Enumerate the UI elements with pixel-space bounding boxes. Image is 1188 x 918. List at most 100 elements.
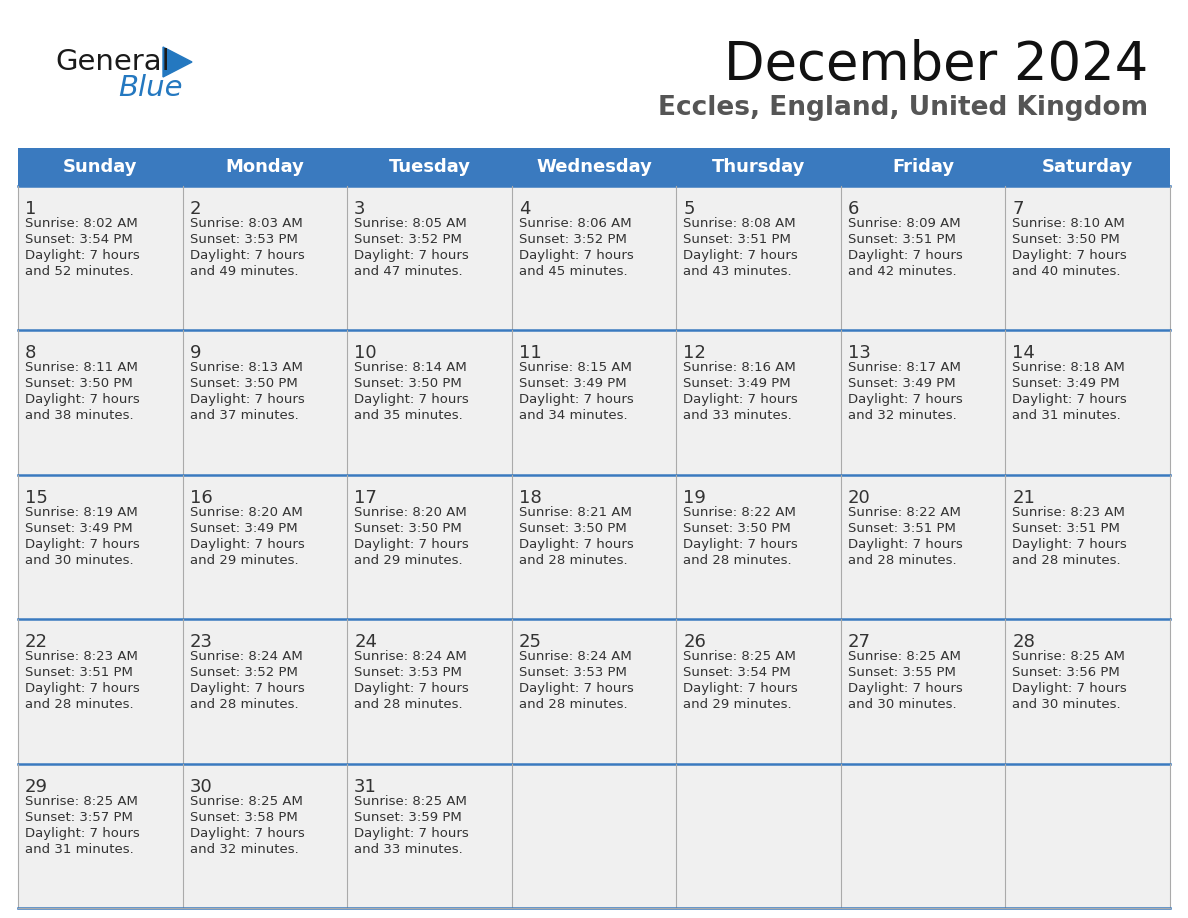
Text: Daylight: 7 hours: Daylight: 7 hours: [519, 394, 633, 407]
Text: Sunrise: 8:22 AM: Sunrise: 8:22 AM: [848, 506, 961, 519]
Text: Sunrise: 8:20 AM: Sunrise: 8:20 AM: [354, 506, 467, 519]
Text: and 28 minutes.: and 28 minutes.: [683, 554, 792, 566]
Text: Sunrise: 8:14 AM: Sunrise: 8:14 AM: [354, 362, 467, 375]
Text: 4: 4: [519, 200, 530, 218]
Text: and 29 minutes.: and 29 minutes.: [683, 699, 792, 711]
Text: and 30 minutes.: and 30 minutes.: [848, 699, 956, 711]
Text: and 31 minutes.: and 31 minutes.: [25, 843, 134, 856]
Text: Daylight: 7 hours: Daylight: 7 hours: [1012, 682, 1127, 695]
Text: Sunrise: 8:02 AM: Sunrise: 8:02 AM: [25, 217, 138, 230]
Text: 13: 13: [848, 344, 871, 363]
Text: Sunrise: 8:24 AM: Sunrise: 8:24 AM: [354, 650, 467, 663]
Text: Sunset: 3:50 PM: Sunset: 3:50 PM: [519, 521, 626, 535]
Text: Daylight: 7 hours: Daylight: 7 hours: [190, 826, 304, 840]
Text: 19: 19: [683, 488, 706, 507]
Text: 7: 7: [1012, 200, 1024, 218]
Text: and 28 minutes.: and 28 minutes.: [25, 699, 133, 711]
Text: Friday: Friday: [892, 158, 954, 176]
Text: Sunset: 3:54 PM: Sunset: 3:54 PM: [683, 666, 791, 679]
Text: 14: 14: [1012, 344, 1035, 363]
Text: Sunrise: 8:23 AM: Sunrise: 8:23 AM: [25, 650, 138, 663]
Text: Sunset: 3:49 PM: Sunset: 3:49 PM: [1012, 377, 1120, 390]
Text: Sunrise: 8:25 AM: Sunrise: 8:25 AM: [190, 795, 303, 808]
Text: Daylight: 7 hours: Daylight: 7 hours: [1012, 538, 1127, 551]
Text: 5: 5: [683, 200, 695, 218]
Text: Daylight: 7 hours: Daylight: 7 hours: [25, 394, 140, 407]
Text: Sunrise: 8:25 AM: Sunrise: 8:25 AM: [683, 650, 796, 663]
Text: Daylight: 7 hours: Daylight: 7 hours: [190, 249, 304, 262]
Text: Daylight: 7 hours: Daylight: 7 hours: [519, 538, 633, 551]
Text: 21: 21: [1012, 488, 1035, 507]
Text: Daylight: 7 hours: Daylight: 7 hours: [190, 682, 304, 695]
Text: Sunset: 3:53 PM: Sunset: 3:53 PM: [354, 666, 462, 679]
Text: Sunrise: 8:05 AM: Sunrise: 8:05 AM: [354, 217, 467, 230]
Text: Daylight: 7 hours: Daylight: 7 hours: [25, 682, 140, 695]
Text: Sunrise: 8:25 AM: Sunrise: 8:25 AM: [25, 795, 138, 808]
Text: 17: 17: [354, 488, 377, 507]
Bar: [18, 764, 1170, 908]
Text: Sunset: 3:58 PM: Sunset: 3:58 PM: [190, 811, 297, 823]
Text: Daylight: 7 hours: Daylight: 7 hours: [683, 394, 798, 407]
Text: and 43 minutes.: and 43 minutes.: [683, 265, 792, 278]
Polygon shape: [163, 47, 192, 77]
Text: Sunset: 3:50 PM: Sunset: 3:50 PM: [683, 521, 791, 535]
Text: Daylight: 7 hours: Daylight: 7 hours: [848, 394, 962, 407]
Text: Sunrise: 8:03 AM: Sunrise: 8:03 AM: [190, 217, 302, 230]
Text: Sunset: 3:54 PM: Sunset: 3:54 PM: [25, 233, 133, 246]
Text: Daylight: 7 hours: Daylight: 7 hours: [1012, 249, 1127, 262]
Text: Sunrise: 8:16 AM: Sunrise: 8:16 AM: [683, 362, 796, 375]
Text: Sunrise: 8:24 AM: Sunrise: 8:24 AM: [519, 650, 632, 663]
Text: Monday: Monday: [226, 158, 304, 176]
Text: Daylight: 7 hours: Daylight: 7 hours: [683, 538, 798, 551]
Text: Sunrise: 8:25 AM: Sunrise: 8:25 AM: [354, 795, 467, 808]
Text: Daylight: 7 hours: Daylight: 7 hours: [25, 249, 140, 262]
Text: and 34 minutes.: and 34 minutes.: [519, 409, 627, 422]
Text: and 30 minutes.: and 30 minutes.: [25, 554, 133, 566]
Text: Sunset: 3:53 PM: Sunset: 3:53 PM: [190, 233, 297, 246]
Text: 28: 28: [1012, 633, 1035, 651]
Text: 25: 25: [519, 633, 542, 651]
Text: and 40 minutes.: and 40 minutes.: [1012, 265, 1121, 278]
Text: and 37 minutes.: and 37 minutes.: [190, 409, 298, 422]
Text: December 2024: December 2024: [723, 39, 1148, 91]
Text: 6: 6: [848, 200, 859, 218]
Text: and 28 minutes.: and 28 minutes.: [354, 699, 463, 711]
Text: Daylight: 7 hours: Daylight: 7 hours: [354, 538, 469, 551]
Text: Daylight: 7 hours: Daylight: 7 hours: [848, 249, 962, 262]
Text: 9: 9: [190, 344, 201, 363]
Text: Sunrise: 8:10 AM: Sunrise: 8:10 AM: [1012, 217, 1125, 230]
Text: Tuesday: Tuesday: [388, 158, 470, 176]
Bar: [18, 475, 1170, 620]
Text: Sunrise: 8:08 AM: Sunrise: 8:08 AM: [683, 217, 796, 230]
Bar: [18, 148, 1170, 186]
Text: and 52 minutes.: and 52 minutes.: [25, 265, 134, 278]
Text: Sunrise: 8:11 AM: Sunrise: 8:11 AM: [25, 362, 138, 375]
Text: 31: 31: [354, 778, 377, 796]
Text: Sunset: 3:51 PM: Sunset: 3:51 PM: [1012, 521, 1120, 535]
Text: Sunset: 3:50 PM: Sunset: 3:50 PM: [1012, 233, 1120, 246]
Text: Sunrise: 8:18 AM: Sunrise: 8:18 AM: [1012, 362, 1125, 375]
Text: and 30 minutes.: and 30 minutes.: [1012, 699, 1121, 711]
Text: Sunrise: 8:09 AM: Sunrise: 8:09 AM: [848, 217, 960, 230]
Text: 30: 30: [190, 778, 213, 796]
Text: and 38 minutes.: and 38 minutes.: [25, 409, 133, 422]
Text: Sunrise: 8:20 AM: Sunrise: 8:20 AM: [190, 506, 302, 519]
Text: Daylight: 7 hours: Daylight: 7 hours: [519, 249, 633, 262]
Text: Sunset: 3:57 PM: Sunset: 3:57 PM: [25, 811, 133, 823]
Bar: [18, 186, 1170, 330]
Text: Sunset: 3:50 PM: Sunset: 3:50 PM: [354, 521, 462, 535]
Text: and 32 minutes.: and 32 minutes.: [190, 843, 298, 856]
Text: and 47 minutes.: and 47 minutes.: [354, 265, 463, 278]
Text: Sunset: 3:49 PM: Sunset: 3:49 PM: [683, 377, 791, 390]
Text: 11: 11: [519, 344, 542, 363]
Text: Sunrise: 8:17 AM: Sunrise: 8:17 AM: [848, 362, 961, 375]
Text: Sunset: 3:49 PM: Sunset: 3:49 PM: [25, 521, 133, 535]
Text: and 33 minutes.: and 33 minutes.: [354, 843, 463, 856]
Text: 2: 2: [190, 200, 201, 218]
Text: Sunrise: 8:06 AM: Sunrise: 8:06 AM: [519, 217, 631, 230]
Text: Sunset: 3:55 PM: Sunset: 3:55 PM: [848, 666, 955, 679]
Text: Daylight: 7 hours: Daylight: 7 hours: [354, 249, 469, 262]
Text: 3: 3: [354, 200, 366, 218]
Text: Daylight: 7 hours: Daylight: 7 hours: [354, 682, 469, 695]
Text: Sunset: 3:51 PM: Sunset: 3:51 PM: [25, 666, 133, 679]
